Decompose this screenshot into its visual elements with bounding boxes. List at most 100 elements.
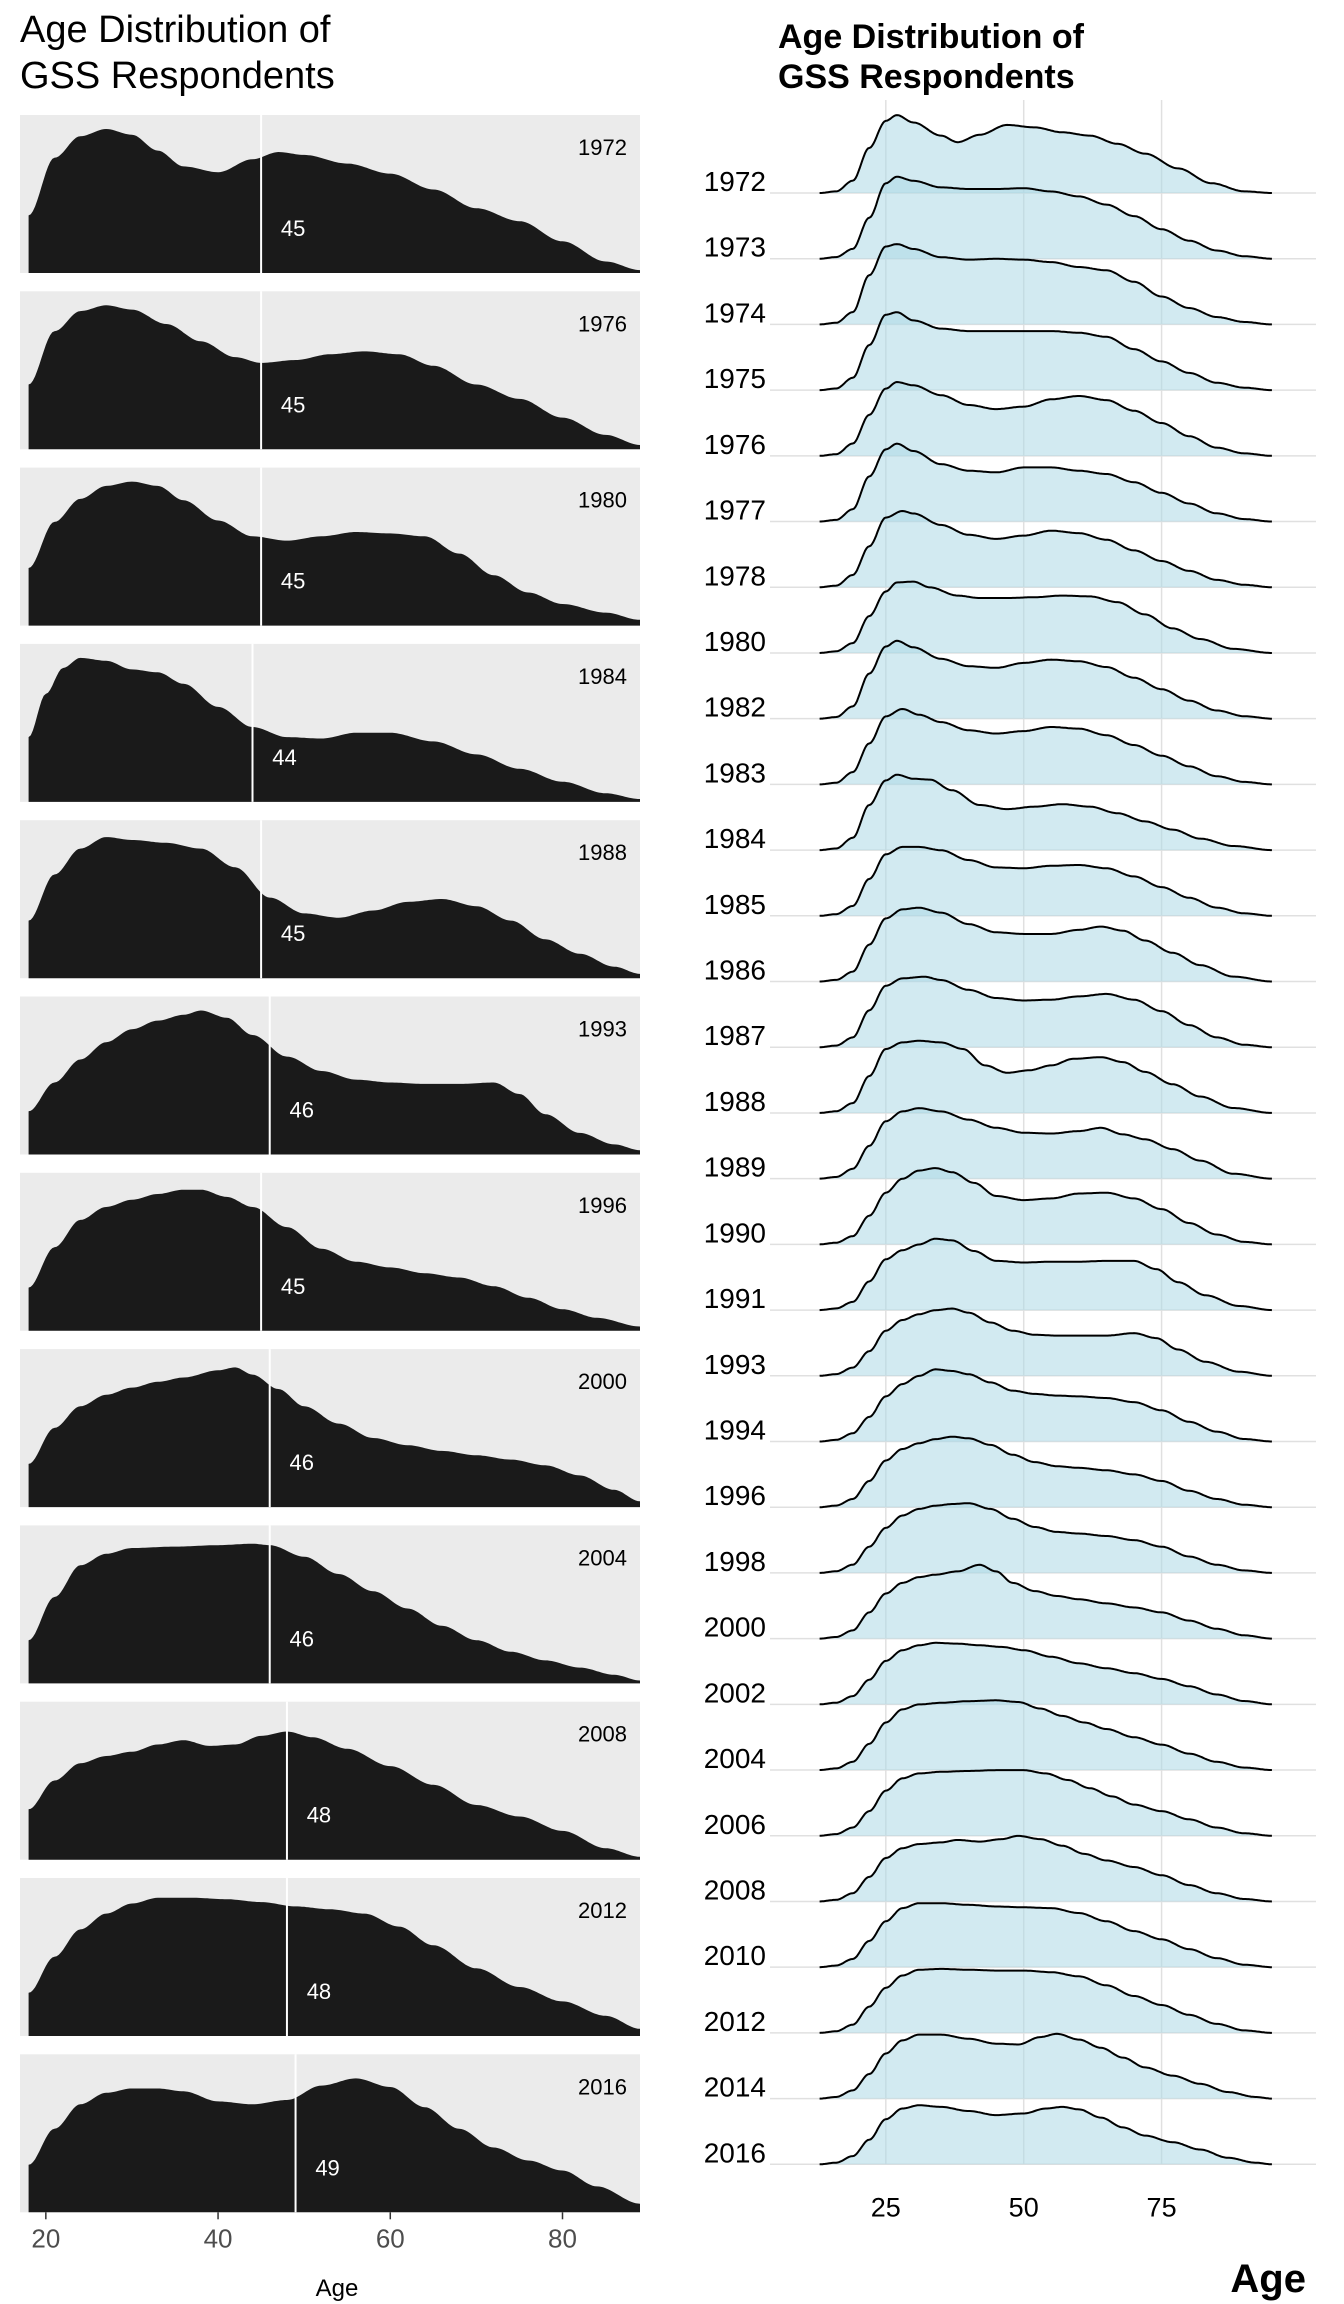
- facet-year-label: 1993: [578, 1017, 627, 1042]
- ridge-year-label: 1994: [704, 1414, 766, 1445]
- facet-year-label: 1980: [578, 488, 627, 513]
- ridge-1985: 1985: [704, 845, 1316, 920]
- x-tick-label: 40: [204, 2223, 233, 2253]
- ridge-line: [819, 1641, 1272, 1706]
- ridge-line: [819, 175, 1272, 260]
- x-tick-label: 20: [31, 2223, 60, 2253]
- facet-year-label: 2016: [578, 2074, 627, 2099]
- ridge-line: [819, 639, 1272, 720]
- ridge-1993: 1993: [704, 1307, 1316, 1380]
- ridge-year-label: 1988: [704, 1086, 766, 1117]
- ridge-line: [819, 773, 1272, 852]
- ridge-1977: 1977: [704, 442, 1316, 526]
- right-x-axis-label: Age: [1230, 2257, 1306, 2301]
- ridge-year-label: 2006: [704, 1809, 766, 1840]
- median-label: 45: [281, 1274, 305, 1299]
- ridge-line: [819, 243, 1272, 326]
- x-tick-label: 60: [376, 2223, 405, 2253]
- density-area: [28, 1189, 641, 1331]
- x-tick-label: 80: [548, 2223, 577, 2253]
- ridge-fill: [819, 976, 1272, 1048]
- ridge-line: [819, 2104, 1272, 2166]
- ridge-1976: 1976: [704, 380, 1316, 460]
- ridge-line: [819, 1902, 1272, 1969]
- ridge-year-label: 1977: [704, 495, 766, 526]
- ridge-line: [819, 2032, 1272, 2100]
- right-chart-title: Age Distribution of GSS Respondents: [778, 18, 1085, 96]
- median-label: 46: [289, 1450, 313, 1475]
- panel-2008: 48 2008: [20, 1701, 641, 1860]
- density-area: [28, 1731, 641, 1860]
- ridge-line: [819, 1502, 1272, 1574]
- ridge-2002: 2002: [704, 1641, 1316, 1708]
- ridge-fill: [819, 1238, 1272, 1311]
- ridge-1998: 1998: [704, 1502, 1316, 1577]
- median-label: 49: [315, 2155, 339, 2180]
- ridge-1974: 1974: [704, 243, 1316, 328]
- ridge-2014: 2014: [704, 2032, 1316, 2103]
- density-area: [28, 1897, 641, 2036]
- ridge-fill: [819, 1369, 1272, 1442]
- ridge-year-label: 1987: [704, 1020, 766, 1051]
- panel-1972: 45 1972: [20, 115, 641, 273]
- ridge-line: [819, 1167, 1272, 1246]
- panel-2016: 49 2016: [20, 2054, 641, 2213]
- ridge-1983: 1983: [704, 707, 1316, 788]
- ridge-line: [819, 1435, 1272, 1509]
- ridge-fill: [819, 640, 1272, 719]
- panel-2012: 48 2012: [20, 1878, 641, 2036]
- ridge-year-label: 1983: [704, 757, 766, 788]
- panel-1976: 45 1976: [20, 291, 641, 450]
- density-area: [28, 1010, 641, 1155]
- ridge-fill: [819, 709, 1272, 785]
- ridge-year-label: 1993: [704, 1349, 766, 1380]
- panel-2004: 46 2004: [20, 1525, 641, 1684]
- x-tick-label: 25: [871, 2192, 901, 2222]
- right-ridges: 1972 1973 1974 1975 1976 1977 1978 1980 1982 1983…: [704, 114, 1316, 2168]
- ridge-line: [819, 1834, 1272, 1903]
- ridge-year-label: 1984: [704, 823, 766, 854]
- ridge-fill: [819, 1770, 1272, 1836]
- ridge-1980: 1980: [704, 580, 1316, 657]
- panel-1988: 45 1988: [20, 820, 641, 979]
- ridge-year-label: 2014: [704, 2072, 766, 2103]
- ridge-line: [819, 1237, 1272, 1312]
- median-label: 46: [289, 1098, 313, 1123]
- ridge-2004: 2004: [704, 1699, 1316, 1774]
- ridge-line: [819, 975, 1272, 1049]
- ridge-year-label: 1989: [704, 1152, 766, 1183]
- ridge-1991: 1991: [704, 1237, 1316, 1314]
- median-label: 44: [272, 745, 296, 770]
- ridge-line: [819, 1769, 1272, 1837]
- ridge-1978: 1978: [704, 509, 1316, 591]
- median-label: 45: [281, 392, 305, 417]
- ridge-fill: [819, 2033, 1272, 2099]
- ridge-line: [819, 845, 1272, 917]
- ridge-fill: [819, 1168, 1272, 1245]
- ridge-fill: [819, 1903, 1272, 1968]
- ridge-fill: [819, 1108, 1272, 1179]
- ridge-year-label: 1978: [704, 560, 766, 591]
- ridge-2008: 2008: [704, 1834, 1316, 1905]
- ridge-fill: [819, 244, 1272, 325]
- panel-1980: 45 1980: [20, 467, 641, 626]
- x-tick-label: 50: [1009, 2192, 1039, 2222]
- ridge-line: [819, 1967, 1272, 2034]
- ridge-1986: 1986: [704, 906, 1316, 986]
- ridge-year-label: 2016: [704, 2137, 766, 2168]
- density-area: [28, 129, 641, 273]
- ridge-fill: [819, 1040, 1272, 1113]
- ridge-fill: [819, 115, 1272, 193]
- ridge-year-label: 2004: [704, 1743, 766, 1774]
- ridge-year-label: 2012: [704, 2006, 766, 2037]
- facet-year-label: 2000: [578, 1369, 627, 1394]
- ridge-year-label: 1990: [704, 1217, 766, 1248]
- facet-year-label: 2012: [578, 1898, 627, 1923]
- ridge-line: [819, 1368, 1272, 1443]
- median-label: 45: [281, 921, 305, 946]
- ridge-1994: 1994: [704, 1368, 1316, 1445]
- ridge-line: [819, 707, 1272, 786]
- left-chart-title: Age Distribution of GSS Respondents: [20, 9, 335, 97]
- ridge-fill: [819, 176, 1272, 259]
- ridge-line: [819, 380, 1272, 457]
